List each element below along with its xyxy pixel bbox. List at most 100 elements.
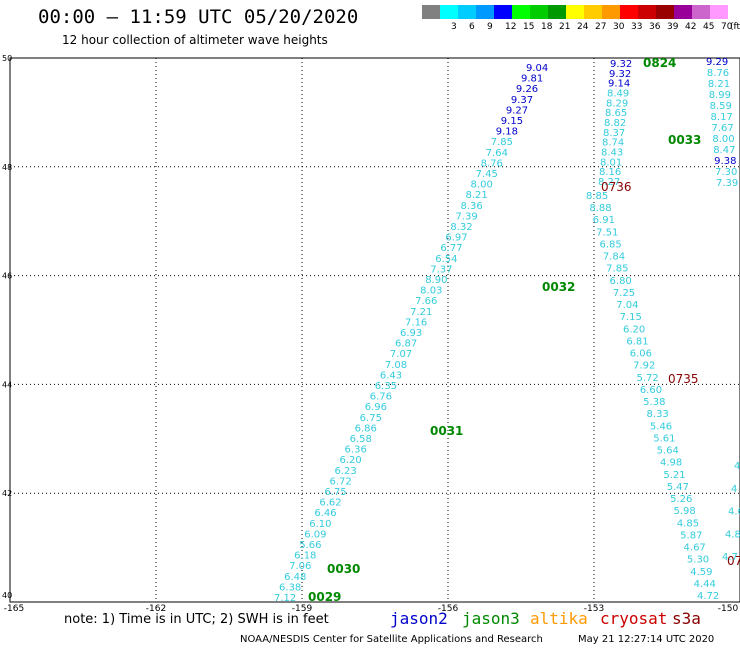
swh-value: 6.80 bbox=[610, 276, 632, 287]
swh-value: 7.51 bbox=[596, 227, 618, 238]
lat-tick-label: 40 bbox=[2, 591, 12, 600]
swh-value: 8.85 bbox=[586, 191, 608, 202]
legend-label: 21 bbox=[559, 22, 571, 32]
swh-value: 8.32 bbox=[450, 222, 472, 233]
track-time-label: 0032 bbox=[542, 280, 575, 294]
satellite-name: jason2 bbox=[390, 609, 448, 628]
units-note: note: 1) Time is in UTC; 2) SWH is in fe… bbox=[64, 612, 329, 627]
swh-value: 8.65 bbox=[605, 108, 627, 119]
swh-value: 6.54 bbox=[435, 254, 457, 265]
swh-value: 9.32 bbox=[610, 59, 632, 70]
swh-value: 6.75 bbox=[360, 413, 382, 424]
legend-swatch bbox=[422, 5, 440, 19]
swh-value: 6.18 bbox=[294, 551, 316, 562]
legend-label: 39 bbox=[667, 22, 679, 32]
lat-tick-label: 42 bbox=[2, 489, 12, 498]
swh-value: 9.29 bbox=[706, 57, 728, 68]
lon-tick-label: -156 bbox=[438, 604, 459, 614]
swh-value: 8.90 bbox=[425, 275, 447, 286]
legend-swatch bbox=[458, 5, 476, 19]
swh-value: 6.10 bbox=[309, 519, 331, 530]
swh-value: 6.75 bbox=[324, 487, 346, 498]
swh-value: 8.88 bbox=[589, 203, 611, 214]
swh-value: 7.16 bbox=[405, 317, 427, 328]
swh-value: 6.09 bbox=[304, 529, 326, 540]
swh-value: 8.49 bbox=[607, 89, 629, 100]
swh-value: 6.43 bbox=[380, 370, 402, 381]
swh-value: 8.76 bbox=[481, 158, 503, 169]
swh-value: 9.14 bbox=[608, 79, 630, 90]
swh-value: 4.80 bbox=[725, 529, 740, 540]
swh-value: 4.61 bbox=[728, 507, 740, 518]
legend-label: 33 bbox=[631, 22, 643, 32]
swh-value: 9.15 bbox=[501, 116, 523, 127]
swh-value: 8.82 bbox=[604, 118, 626, 129]
swh-value: 4.59 bbox=[690, 567, 712, 578]
swh-value: 6.76 bbox=[370, 392, 392, 403]
swh-value: 5.64 bbox=[657, 446, 679, 457]
legend-swatch bbox=[674, 5, 692, 19]
legend-unit: (ft) bbox=[730, 22, 740, 32]
swh-value: 7.66 bbox=[415, 296, 437, 307]
lon-tick-label: -162 bbox=[146, 604, 166, 614]
swh-value: 8.01 bbox=[600, 157, 622, 168]
swh-value: 6.38 bbox=[279, 582, 301, 593]
swh-value: 5.72 bbox=[636, 373, 658, 384]
legend-label: 15 bbox=[523, 22, 535, 32]
swh-value: 5.47 bbox=[667, 482, 689, 493]
swh-value: 6.85 bbox=[599, 239, 621, 250]
satellite-name: cryosat bbox=[600, 609, 668, 628]
lat-tick-label: 44 bbox=[2, 380, 12, 389]
legend-swatch bbox=[476, 5, 494, 19]
swh-value: 6.06 bbox=[630, 349, 652, 360]
swh-value: 7.21 bbox=[410, 307, 432, 318]
swh-value: 4 bbox=[734, 461, 740, 472]
swh-value: 6.20 bbox=[623, 324, 645, 335]
swh-value: 5.98 bbox=[673, 506, 695, 517]
swh-value: 8.47 bbox=[713, 145, 735, 156]
swh-value: 8.21 bbox=[466, 190, 488, 201]
generated-timestamp: May 21 12:27:14 UTC 2020 bbox=[578, 634, 715, 645]
swh-value: 7.84 bbox=[603, 252, 625, 263]
swh-value: 5.30 bbox=[687, 555, 709, 566]
swh-value: 8.43 bbox=[601, 148, 623, 159]
wave-height-tracks: 9.049.819.269.379.279.159.187.857.648.76… bbox=[274, 56, 740, 604]
swh-value: 7.39 bbox=[716, 178, 738, 189]
swh-value: 6.46 bbox=[314, 508, 336, 519]
swh-value: 4.98 bbox=[660, 458, 682, 469]
swh-value: 6.97 bbox=[445, 233, 467, 244]
legend-swatch bbox=[602, 5, 620, 19]
swh-value: 7.45 bbox=[476, 169, 498, 180]
legend-label: 30 bbox=[613, 22, 625, 32]
legend-label: 12 bbox=[505, 22, 517, 32]
swh-value: 8.00 bbox=[471, 180, 493, 191]
swh-value: 5.87 bbox=[680, 530, 702, 541]
swh-value: 9.18 bbox=[496, 127, 518, 138]
swh-value: 6.58 bbox=[350, 434, 372, 445]
swh-value: 8.27 bbox=[598, 177, 620, 188]
legend-swatch bbox=[530, 5, 548, 19]
legend-swatch bbox=[692, 5, 710, 19]
satellite-name: altika bbox=[530, 609, 588, 628]
swh-value: 4.85 bbox=[677, 518, 699, 529]
swh-value: 8.36 bbox=[460, 201, 482, 212]
swh-value: 7.07 bbox=[390, 349, 412, 360]
lon-tick-label: -159 bbox=[292, 604, 313, 614]
swh-value: 7.37 bbox=[430, 264, 452, 275]
swh-value: 6.81 bbox=[626, 336, 648, 347]
lat-lon-grid bbox=[9, 57, 740, 603]
swh-value: 7.39 bbox=[455, 211, 477, 222]
swh-value: 8.76 bbox=[707, 68, 729, 79]
legend-swatch bbox=[584, 5, 602, 19]
swh-value: 6.35 bbox=[375, 381, 397, 392]
lon-tick-label: -153 bbox=[584, 604, 604, 614]
swh-value: 9.32 bbox=[609, 69, 631, 80]
swh-value: 8.17 bbox=[711, 112, 733, 123]
swh-value: 7.92 bbox=[633, 361, 655, 372]
swh-value: 7.04 bbox=[616, 300, 638, 311]
satellite-name: s3a bbox=[672, 609, 701, 628]
map-title: 00:00 – 11:59 UTC 05/20/2020 bbox=[38, 6, 359, 28]
legend-swatch bbox=[566, 5, 584, 19]
swh-value: 9.27 bbox=[506, 105, 528, 116]
legend-label: 18 bbox=[541, 22, 553, 32]
